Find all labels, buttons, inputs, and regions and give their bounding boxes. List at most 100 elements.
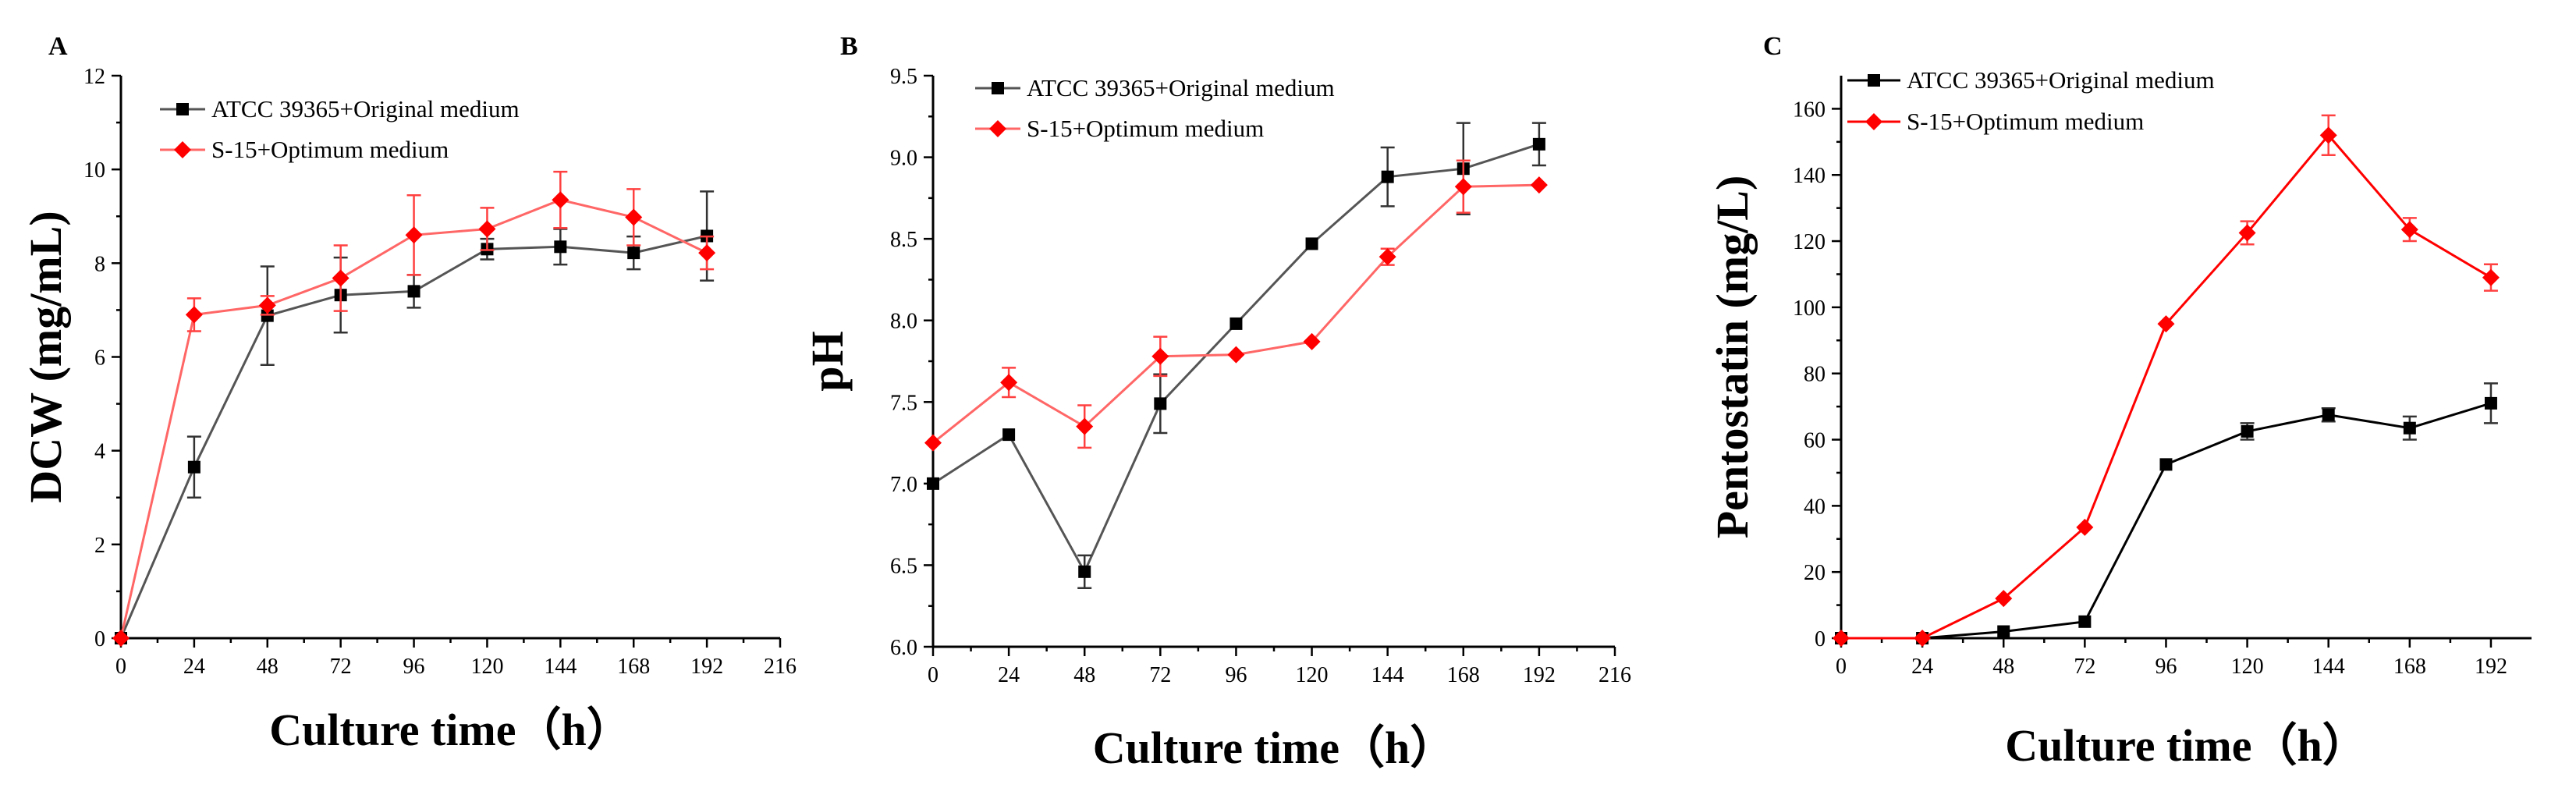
data-point xyxy=(1000,374,1018,392)
series-s-15 xyxy=(112,170,716,647)
x-tick-label: 120 xyxy=(1296,663,1329,687)
data-point xyxy=(1454,178,1472,196)
legend-entry: ATCC 39365+Original medium xyxy=(975,74,1335,101)
series-line xyxy=(1841,133,2492,640)
x-tick-label: 144 xyxy=(2312,655,2345,679)
x-tick-label: 0 xyxy=(1836,655,1847,679)
data-point xyxy=(1154,397,1167,410)
data-point xyxy=(2076,518,2094,536)
data-point xyxy=(552,191,569,209)
data-point xyxy=(554,240,567,254)
legend-marker xyxy=(989,120,1006,137)
x-tick-label: 0 xyxy=(928,663,939,687)
data-point xyxy=(407,285,420,298)
data-point xyxy=(1078,565,1091,578)
data-point xyxy=(187,460,200,474)
y-tick-label: 8 xyxy=(94,252,105,276)
data-point xyxy=(1381,170,1394,183)
data-point xyxy=(1303,332,1321,350)
legend-entry: ATCC 39365+Original medium xyxy=(1847,66,2215,94)
data-point xyxy=(1997,625,2010,638)
x-tick-label: 192 xyxy=(690,655,723,679)
panel-letter: A xyxy=(48,32,68,61)
x-tick-label: 192 xyxy=(2475,655,2507,679)
data-point xyxy=(627,247,640,260)
x-tick-label: 144 xyxy=(1371,663,1404,687)
x-tick-label: 168 xyxy=(1447,663,1480,687)
x-tick-label: 192 xyxy=(1523,663,1556,687)
y-tick-label: 6.5 xyxy=(890,554,917,578)
series-atcc-39365 xyxy=(927,122,1546,589)
data-point xyxy=(2319,126,2337,144)
data-point xyxy=(112,630,130,647)
data-point xyxy=(478,220,496,238)
y-axis-title: Pentostatin (mg/L) xyxy=(1707,176,1758,539)
y-axis-title: pH xyxy=(802,331,853,391)
y-tick-label: 140 xyxy=(1793,164,1826,188)
data-point xyxy=(332,269,349,287)
x-tick-label: 168 xyxy=(2393,655,2426,679)
series-s-15 xyxy=(1833,114,2500,647)
data-point xyxy=(1995,590,2013,608)
x-tick-label: 24 xyxy=(1911,655,1933,679)
series-s-15 xyxy=(924,159,1548,452)
x-tick-label: 120 xyxy=(2231,655,2264,679)
x-tick-label: 120 xyxy=(470,655,503,679)
x-tick-label: 168 xyxy=(617,655,650,679)
x-tick-label: 72 xyxy=(2074,655,2095,679)
data-point xyxy=(1530,176,1548,194)
data-point xyxy=(2238,224,2256,242)
series-line xyxy=(932,183,1539,444)
y-tick-label: 2 xyxy=(94,534,105,558)
y-tick-label: 0 xyxy=(94,627,105,651)
chart-panel-b: B 0 24 48 72 96 120 144 168 192 216 6.0 6.5 7.0 7.5 8.0… xyxy=(802,32,1631,773)
legend-entry: S-15+Optimum medium xyxy=(1847,108,2144,135)
legend-marker xyxy=(1868,74,1880,87)
chart-panel-c: C 0 24 48 72 96 120 144 168 192 0 20 40 60 80 100 120 140… xyxy=(1707,32,2532,771)
data-point xyxy=(2482,268,2500,286)
x-tick-label: 0 xyxy=(115,655,126,679)
x-tick-label: 72 xyxy=(330,655,352,679)
data-point xyxy=(2322,408,2335,421)
y-tick-label: 7.5 xyxy=(890,391,917,415)
y-tick-label: 9.5 xyxy=(890,65,917,89)
y-tick-label: 120 xyxy=(1793,230,1826,254)
x-tick-label: 72 xyxy=(1149,663,1171,687)
x-axis-title: Culture time（h） xyxy=(2005,720,2368,771)
data-point xyxy=(258,296,276,314)
legend-label: ATCC 39365+Original medium xyxy=(1907,66,2215,94)
series-line xyxy=(1841,402,2492,640)
x-tick-label: 48 xyxy=(1073,663,1095,687)
x-tick-label: 24 xyxy=(998,663,1020,687)
data-point xyxy=(405,226,423,244)
data-point xyxy=(2241,424,2254,438)
panel-letter: C xyxy=(1763,32,1783,61)
legend-entry: ATCC 39365+Original medium xyxy=(160,95,520,122)
x-tick-label: 24 xyxy=(183,655,205,679)
x-axis-title: Culture time（h） xyxy=(269,704,632,755)
y-tick-label: 4 xyxy=(94,440,105,464)
y-tick-label: 0 xyxy=(1815,627,1826,651)
y-tick-label: 80 xyxy=(1804,363,1826,387)
x-tick-label: 216 xyxy=(1598,663,1631,687)
y-tick-label: 6.0 xyxy=(890,636,917,660)
chart-panel-a: A0 24 48 72 96 120 144 168 192 216024681012Cultur… xyxy=(20,32,797,755)
legend-label: S-15+Optimum medium xyxy=(211,136,449,163)
y-tick-label: 8.5 xyxy=(890,228,917,252)
data-point xyxy=(927,477,939,490)
x-tick-label: 48 xyxy=(257,655,279,679)
x-axis-title: Culture time（h） xyxy=(1093,722,1456,773)
x-tick-label: 144 xyxy=(544,655,577,679)
panel-letter: B xyxy=(840,32,858,61)
data-point xyxy=(1532,137,1545,151)
data-point xyxy=(2484,396,2497,410)
data-point xyxy=(1227,346,1245,364)
data-point xyxy=(2159,458,2173,471)
y-tick-label: 7.0 xyxy=(890,473,917,497)
x-tick-label: 96 xyxy=(1225,663,1247,687)
data-point xyxy=(1151,347,1169,365)
data-point xyxy=(2403,421,2416,435)
legend-marker xyxy=(992,82,1004,94)
data-point xyxy=(698,244,716,262)
